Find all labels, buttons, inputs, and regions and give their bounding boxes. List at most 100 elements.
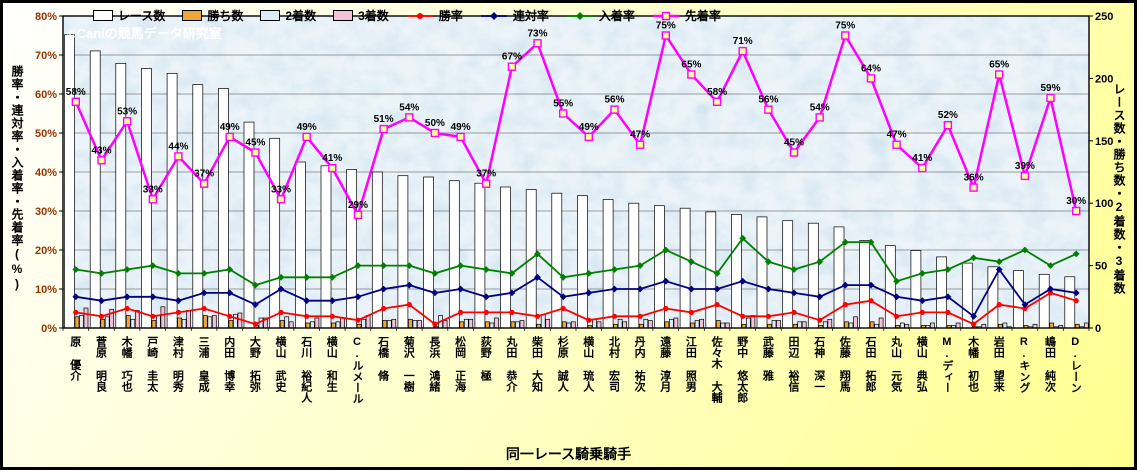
diamond-marker	[431, 289, 439, 297]
square-marker	[764, 105, 773, 114]
bar	[207, 316, 213, 329]
x-axis-title: 同一レース騎乗騎手	[505, 446, 632, 462]
circle-marker	[483, 309, 489, 315]
diamond-marker	[867, 281, 875, 289]
diamond-marker	[995, 258, 1003, 266]
bar	[827, 318, 833, 329]
bar	[673, 317, 679, 329]
diamond-marker	[841, 281, 849, 289]
square-marker	[918, 163, 927, 173]
circle-marker	[919, 309, 925, 315]
bar	[961, 262, 973, 329]
diamond-marker	[1047, 285, 1054, 293]
square-marker	[687, 70, 696, 79]
bar	[74, 316, 80, 329]
bar	[386, 320, 392, 329]
diamond-marker	[1072, 289, 1080, 297]
diamond-marker	[790, 289, 798, 297]
x-axis-label: 武藤 雅	[761, 336, 774, 381]
bar	[797, 321, 803, 329]
circle-marker	[355, 317, 361, 323]
data-label: 29%	[348, 200, 368, 211]
square-marker	[507, 62, 517, 71]
bar	[1083, 322, 1089, 329]
bar	[382, 320, 388, 329]
data-label: 65%	[681, 60, 701, 71]
legend-swatch-line	[406, 10, 434, 22]
diamond-marker	[765, 285, 772, 293]
square-marker	[969, 183, 978, 192]
x-axis-label: 嶋田 純次	[1043, 336, 1056, 392]
bar	[566, 322, 572, 329]
circle-marker	[252, 321, 258, 327]
diamond-marker	[252, 281, 259, 289]
circle-marker	[868, 298, 874, 304]
circle-marker	[201, 305, 207, 312]
diamond-marker	[918, 297, 926, 305]
diamond-marker	[995, 266, 1003, 273]
data-label: 30%	[1066, 196, 1086, 207]
data-label: 43%	[91, 145, 111, 156]
left-tick-label: 50%	[35, 128, 57, 140]
left-tick-label: 10%	[35, 284, 57, 296]
square-marker	[943, 120, 953, 130]
circle-marker	[637, 313, 643, 319]
bar	[485, 321, 490, 329]
data-label: 67%	[502, 52, 522, 63]
bar	[463, 318, 469, 329]
data-label: 33%	[143, 184, 163, 195]
circle-marker	[458, 309, 464, 315]
x-axis-label: D.レーン	[1069, 336, 1082, 393]
bar	[807, 222, 819, 329]
bar	[279, 320, 285, 329]
bar	[83, 307, 89, 329]
diamond-marker	[918, 270, 926, 277]
bar	[622, 321, 627, 329]
data-label: 54%	[810, 102, 830, 113]
legend-label: 先着率	[684, 9, 721, 23]
x-axis-label: C.ルメール	[351, 336, 363, 404]
data-label: 54%	[399, 102, 419, 113]
data-label: 37%	[194, 169, 214, 180]
legend-item: 3着数	[333, 7, 389, 24]
legend-swatch-line	[652, 10, 680, 22]
right-tick-label: 150	[1095, 136, 1113, 148]
circle-marker	[329, 313, 335, 319]
legend-label: 連対率	[512, 9, 549, 23]
circle-marker	[227, 313, 233, 319]
right-tick-label: 50	[1095, 261, 1107, 273]
bar	[79, 315, 84, 329]
x-axis-label: 横山 武史	[274, 336, 286, 392]
bar	[64, 34, 75, 329]
bar	[468, 318, 474, 329]
data-label: 41%	[912, 153, 932, 164]
data-label: 44%	[168, 141, 188, 152]
bar	[756, 216, 768, 329]
diamond-marker	[559, 293, 567, 301]
bar	[782, 220, 794, 329]
diamond-marker	[123, 266, 131, 273]
bar	[545, 318, 551, 329]
legend-item: 勝ち数	[182, 7, 243, 24]
bar	[1064, 276, 1076, 329]
data-label: 36%	[964, 173, 984, 184]
legend-swatch-bar	[333, 10, 354, 21]
square-marker	[174, 152, 183, 161]
square-marker	[122, 117, 132, 126]
bar	[361, 318, 366, 329]
bar	[690, 322, 695, 329]
left-tick-label: 30%	[35, 206, 57, 218]
x-axis-label: 丸山 元気	[889, 336, 902, 392]
bar	[314, 317, 320, 329]
x-axis-label: 荻野 極	[479, 336, 492, 381]
square-marker	[71, 97, 81, 107]
square-marker	[430, 128, 440, 138]
circle-marker	[714, 302, 720, 308]
diamond-marker	[457, 262, 464, 269]
bar	[130, 318, 136, 329]
legend-swatch-bar	[260, 10, 281, 21]
diamond-marker	[790, 266, 798, 273]
square-marker	[533, 39, 542, 48]
chart-legend: レース数 勝ち数 2着数 3着数 勝率 連対率 入着率 先着率	[93, 7, 721, 24]
bar	[181, 318, 187, 329]
